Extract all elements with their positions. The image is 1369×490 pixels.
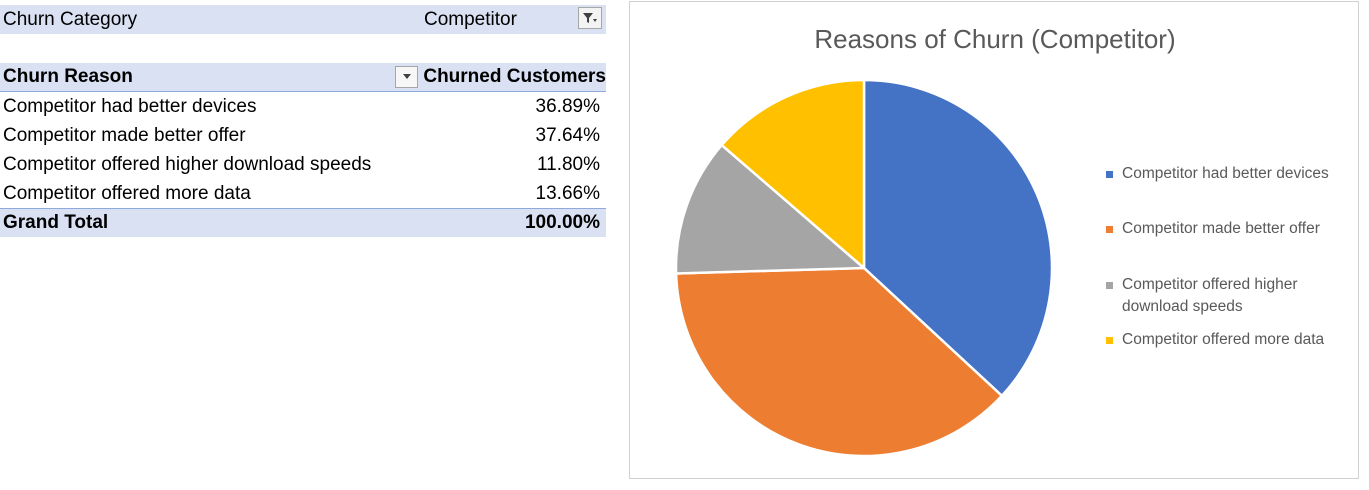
legend-swatch [1106, 226, 1113, 233]
grand-total-row: Grand Total 100.00% [0, 208, 606, 237]
table-row: Competitor offered higher download speed… [0, 150, 606, 179]
legend-label: Competitor offered more data [1122, 331, 1325, 348]
row-reason: Competitor made better offer [3, 124, 246, 146]
row-value: 36.89% [535, 95, 600, 117]
legend-label: Competitor made better offer [1122, 220, 1320, 237]
pie-slice-2[interactable] [674, 266, 1004, 458]
legend-swatch [1106, 337, 1113, 344]
row-value: 11.80% [536, 153, 600, 175]
row-value: 13.66% [535, 182, 600, 204]
col-header-reason: Churn Reason [3, 66, 133, 87]
chart-title: Reasons of Churn (Competitor) [814, 24, 1176, 54]
pie-slice-3[interactable] [674, 143, 868, 275]
legend-label: Competitor had better devices [1122, 165, 1329, 182]
header-row: Churn Reason Churned Customers [0, 63, 606, 92]
legend-label: Competitor offered higher download speed… [1122, 276, 1298, 315]
filter-dropdown-icon[interactable] [578, 7, 602, 29]
table-row: Competitor had better devices 36.89% [0, 92, 606, 121]
col-header-value: Churned Customers [423, 66, 606, 87]
row-value: 37.64% [535, 124, 600, 146]
filter-label: Churn Category [3, 8, 138, 30]
chevron-down-icon[interactable] [395, 66, 418, 88]
row-reason: Competitor offered higher download speed… [3, 153, 372, 175]
pie-slice-4[interactable] [719, 78, 866, 271]
total-value: 100.00% [524, 212, 600, 233]
table-row: Competitor offered more data 13.66% [0, 179, 606, 208]
pie-plot [674, 78, 1054, 458]
filter-value[interactable]: Competitor [424, 8, 517, 30]
legend-swatch [1106, 282, 1113, 289]
pie-chart[interactable]: Reasons of Churn (Competitor) Competitor… [629, 1, 1359, 479]
row-reason: Competitor offered more data [3, 182, 251, 204]
pie-slice-1[interactable] [862, 78, 1054, 398]
filter-row: Churn Category Competitor [0, 5, 606, 34]
legend-swatch [1106, 171, 1113, 178]
row-reason: Competitor had better devices [3, 95, 257, 117]
table-row: Competitor made better offer 37.64% [0, 121, 606, 150]
total-label: Grand Total [3, 212, 109, 233]
